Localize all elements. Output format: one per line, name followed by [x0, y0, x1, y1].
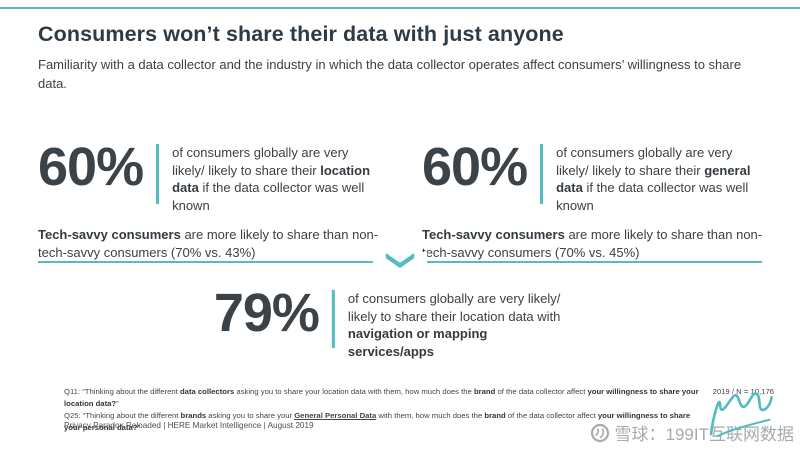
desc-text: of consumers globally are very likely/ l…	[347, 291, 561, 324]
footnote-row: Q11: “Thinking about the different data …	[64, 386, 774, 434]
desc-text: of consumers globally are very likely/ l…	[172, 145, 349, 178]
footnote-text: Q11: “Thinking about the different	[64, 387, 180, 396]
footnote-bold: brand	[484, 410, 506, 420]
desc-text: if the data collector was well known	[172, 180, 365, 213]
footnote-text: ”	[116, 398, 119, 408]
stat-subtext: Tech-savvy consumers are more likely to …	[422, 226, 770, 261]
subtext-rest: are more likely to share than non-tech-s…	[38, 227, 379, 260]
footnote-bold: brands	[180, 410, 207, 420]
subtext-rest: are more likely to share than non-tech-s…	[422, 227, 763, 260]
watermark-text: 雪球：199IT互联网数据	[614, 425, 794, 444]
footnote-text: of the data collector affect	[505, 410, 598, 420]
stat-description: of consumers globally are very likely/ l…	[172, 144, 380, 214]
chevron-down-icon	[373, 252, 427, 269]
desc-bold-text: navigation or mapping services/apps	[347, 326, 488, 359]
footnote-q11: Q11: “Thinking about the different data …	[64, 386, 701, 410]
stat-general-data: 60% of consumers globally are very likel…	[422, 137, 780, 261]
footnote-text: asking you to share your	[206, 410, 295, 420]
stat-divider	[156, 144, 160, 204]
page-subtitle: Familiarity with a data collector and th…	[38, 57, 742, 91]
desc-bold-text: location data	[172, 162, 371, 196]
stat-divider	[540, 144, 544, 204]
stat-divider	[331, 290, 335, 348]
footnote-bold: data collectors	[179, 387, 235, 396]
source-line: Privacy Paradox Reloaded | HERE Market I…	[64, 421, 314, 430]
sample-size: 2019 / N = 10,176	[712, 387, 774, 396]
footnote-bold: brand	[473, 387, 496, 396]
page-title: Consumers won’t share their data with ju…	[38, 22, 564, 46]
desc-bold-text: general data	[556, 162, 751, 196]
stat-top: 60% of consumers globally are very likel…	[38, 137, 396, 214]
xueqiu-logo-icon	[590, 423, 609, 442]
footnote-bold: your willingness to share your personal …	[64, 410, 691, 432]
footnote-text: ”	[137, 422, 141, 432]
subtext-bold: Tech-savvy consumers	[422, 227, 565, 243]
subtext-bold: Tech-savvy consumers	[38, 227, 181, 243]
footnote-text: with them, how much does the	[376, 410, 485, 420]
footnote-text: of the data collector affect	[495, 387, 588, 396]
stat-value: 60%	[422, 137, 528, 197]
stat-value: 60%	[38, 137, 144, 197]
footnotes: Q11: “Thinking about the different data …	[64, 386, 701, 434]
stat-description: of consumers globally are very likely/ l…	[556, 144, 764, 214]
footnote-bold-underline: General Personal Data	[294, 410, 377, 420]
footnote-q25: Q25: “Thinking about the different brand…	[64, 410, 701, 434]
slide-header: Consumers won’t share their data with ju…	[38, 22, 770, 94]
stat-top: 60% of consumers globally are very likel…	[422, 137, 780, 214]
footnote-text: asking you to share your location data w…	[234, 387, 474, 396]
stats-row: 60% of consumers globally are very likel…	[38, 137, 780, 261]
desc-text: if the data collector was well known	[556, 180, 749, 213]
stat-location-data: 60% of consumers globally are very likel…	[38, 137, 396, 261]
footnote-bold: your willingness to share your location …	[64, 387, 699, 408]
stat-subtext: Tech-savvy consumers are more likely to …	[38, 226, 386, 261]
desc-text: of consumers globally are very likely/ l…	[556, 145, 733, 178]
stat-top: 79% of consumers globally are very likel…	[213, 283, 572, 360]
stat-navigation-apps: 79% of consumers globally are very likel…	[213, 283, 572, 360]
stat-description: of consumers globally are very likely/ l…	[348, 290, 570, 360]
top-accent-rule	[0, 7, 800, 9]
stat-value: 79%	[213, 283, 320, 343]
footnote-text: Q25: “Thinking about the different	[64, 410, 181, 420]
watermark: 雪球：199IT互联网数据	[590, 420, 794, 445]
